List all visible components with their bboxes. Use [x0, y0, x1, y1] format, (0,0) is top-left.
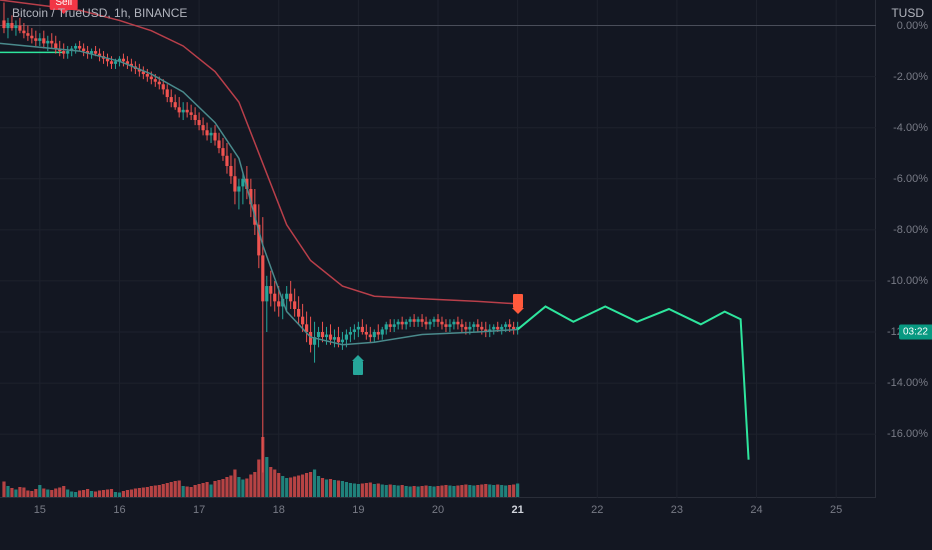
- y-tick: -14.00%: [887, 377, 928, 389]
- currency-badge: TUSD: [891, 6, 924, 20]
- x-tick: 15: [34, 504, 46, 516]
- x-tick: 22: [591, 504, 603, 516]
- y-tick: -16.00%: [887, 428, 928, 440]
- y-tick: 0.00%: [897, 20, 928, 32]
- y-tick: -6.00%: [893, 173, 928, 185]
- price-flag: 03:22: [899, 325, 932, 340]
- arrow-up-marker: [353, 361, 363, 375]
- x-tick: 25: [830, 504, 842, 516]
- y-tick: -4.00%: [893, 122, 928, 134]
- x-tick: 18: [273, 504, 285, 516]
- symbol-title[interactable]: Bitcoin / TrueUSD, 1h, BINANCE: [12, 6, 187, 20]
- x-tick: 19: [352, 504, 364, 516]
- x-axis[interactable]: 15 16 17 18 19 20 21 22 23 24 25: [0, 498, 876, 550]
- x-tick: 21: [512, 504, 524, 516]
- y-tick: -8.00%: [893, 224, 928, 236]
- y-axis[interactable]: TUSD 0.00% -2.00% -4.00% -6.00% -8.00% -10.00…: [876, 0, 932, 498]
- x-tick: 17: [193, 504, 205, 516]
- chart-svg: [0, 0, 876, 498]
- volume-panel: [0, 437, 875, 497]
- x-tick: 20: [432, 504, 444, 516]
- x-tick: 16: [113, 504, 125, 516]
- x-tick: 23: [671, 504, 683, 516]
- arrow-down-marker: [513, 294, 523, 308]
- plot-area[interactable]: Sell: [0, 0, 876, 498]
- y-tick: -2.00%: [893, 71, 928, 83]
- x-tick: 24: [750, 504, 762, 516]
- chart-container[interactable]: Bitcoin / TrueUSD, 1h, BINANCE Sell TUSD…: [0, 0, 932, 550]
- y-tick: -10.00%: [887, 275, 928, 287]
